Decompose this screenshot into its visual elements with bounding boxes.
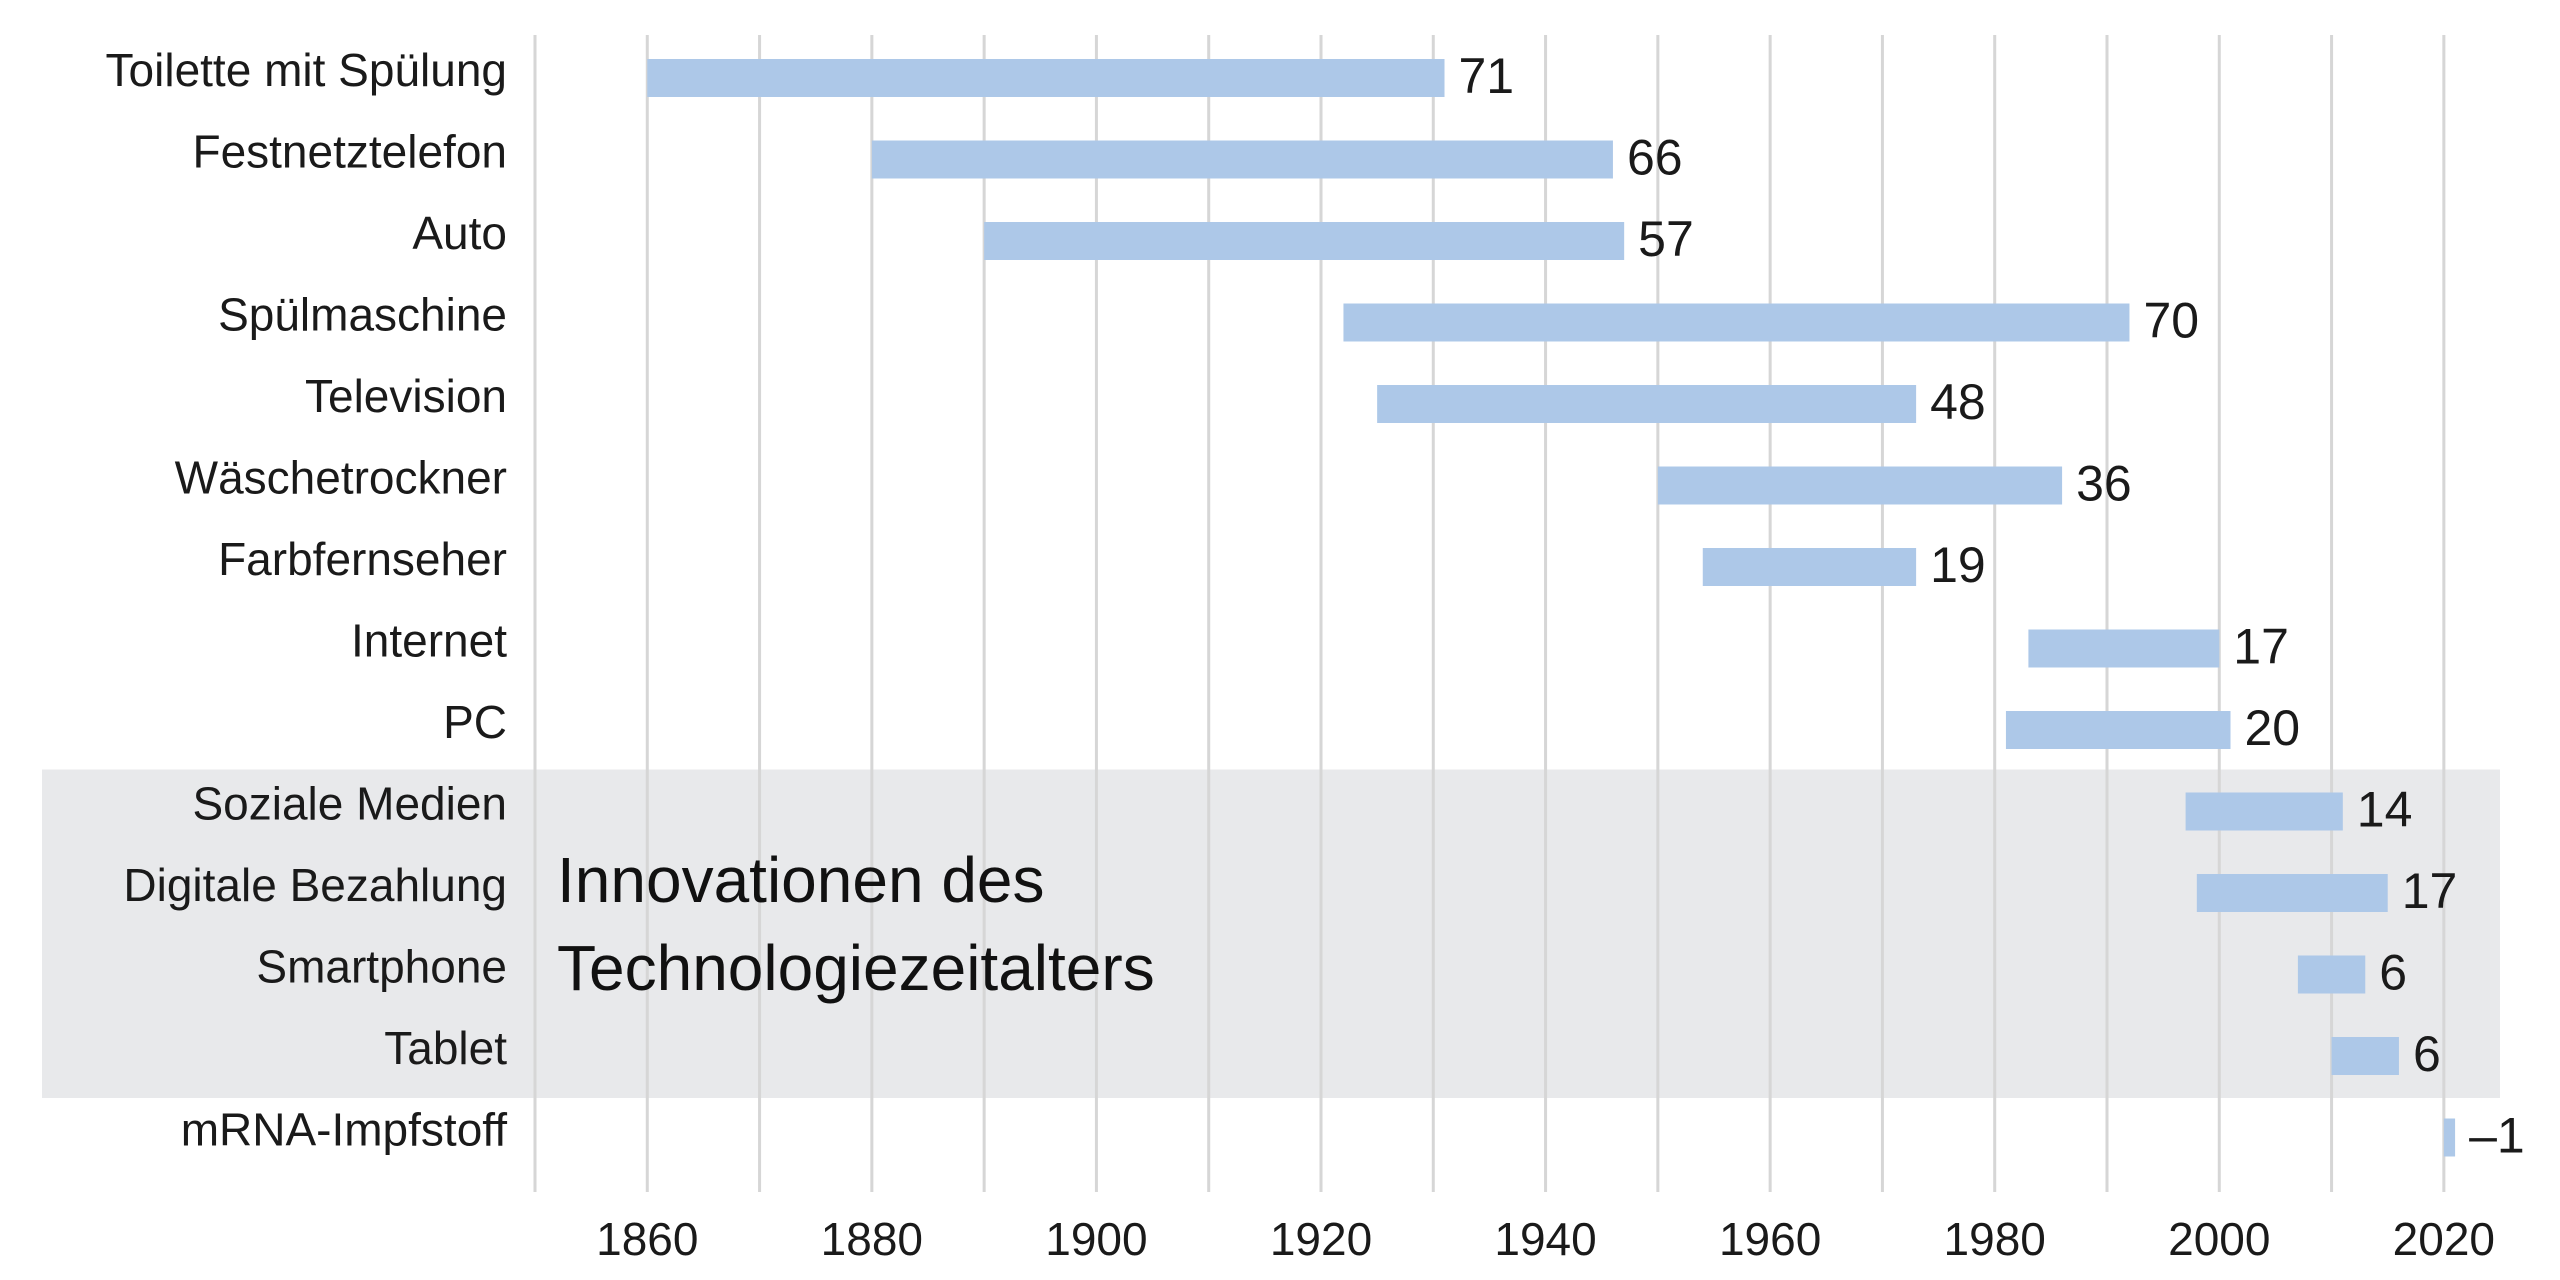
value-label-5: 36 [2076, 456, 2132, 512]
category-label-8: PC [443, 696, 507, 748]
bar-13 [2443, 1118, 2456, 1157]
technology-era-band [42, 769, 2500, 1098]
x-tick-2020: 2020 [2393, 1213, 2495, 1265]
bar-3 [1343, 303, 2130, 342]
category-label-5: Wäschetrockner [175, 452, 507, 504]
x-tick-1920: 1920 [1270, 1213, 1372, 1265]
band-title-line-1: Innovationen des [557, 844, 1045, 916]
bar-6 [1702, 548, 1917, 586]
bar-11 [2297, 955, 2366, 994]
bar-10 [2196, 874, 2388, 912]
x-tick-1980: 1980 [1944, 1213, 2046, 1265]
value-label-6: 19 [1930, 537, 1986, 593]
category-label-0: Toilette mit Spülung [106, 44, 507, 96]
bar-8 [2005, 711, 2231, 749]
bar-7 [2028, 629, 2220, 668]
bar-2 [984, 222, 1625, 260]
bars [647, 59, 2456, 1157]
value-label-12: 6 [2413, 1026, 2441, 1082]
x-tick-1900: 1900 [1045, 1213, 1147, 1265]
category-label-2: Auto [412, 207, 507, 259]
technology-era-band-layer [42, 769, 2500, 1098]
bar-0 [647, 59, 1445, 97]
category-label-11: Smartphone [256, 941, 507, 993]
bar-5 [1657, 466, 2063, 505]
value-label-8: 20 [2245, 700, 2301, 756]
category-label-9: Soziale Medien [192, 778, 507, 830]
value-label-1: 66 [1627, 130, 1683, 186]
x-tick-1880: 1880 [821, 1213, 923, 1265]
value-label-4: 48 [1930, 374, 1986, 430]
category-label-7: Internet [351, 615, 507, 667]
bar-1 [871, 140, 1613, 179]
x-tick-1860: 1860 [596, 1213, 698, 1265]
x-tick-2000: 2000 [2168, 1213, 2270, 1265]
value-label-2: 57 [1638, 211, 1694, 267]
category-label-4: Television [305, 370, 507, 422]
x-tick-1960: 1960 [1719, 1213, 1821, 1265]
category-label-1: Festnetztelefon [192, 126, 507, 178]
category-label-3: Spülmaschine [218, 289, 507, 341]
category-label-13: mRNA-Impfstoff [181, 1104, 508, 1156]
value-label-7: 17 [2233, 619, 2289, 675]
category-label-6: Farbfernseher [218, 533, 507, 585]
bar-12 [2331, 1037, 2399, 1075]
band-title-line-2: Technologiezeitalters [557, 932, 1155, 1004]
value-label-11: 6 [2379, 945, 2407, 1001]
labels: Innovationen des Technologiezeitalters Toi… [106, 44, 2525, 1164]
x-tick-1940: 1940 [1494, 1213, 1596, 1265]
value-label-0: 71 [1459, 48, 1515, 104]
value-label-3: 70 [2143, 293, 2199, 349]
category-label-12: Tablet [384, 1022, 507, 1074]
category-label-10: Digitale Bezahlung [123, 859, 507, 911]
value-label-10: 17 [2402, 863, 2458, 919]
bar-4 [1377, 385, 1917, 423]
value-label-9: 14 [2357, 782, 2413, 838]
bar-9 [2185, 792, 2343, 831]
x-axis-ticks: 1860 1880 1900 1920 1940 1960 1980 2000 2020 [596, 1213, 2495, 1265]
value-label-13: –1 [2469, 1108, 2525, 1164]
